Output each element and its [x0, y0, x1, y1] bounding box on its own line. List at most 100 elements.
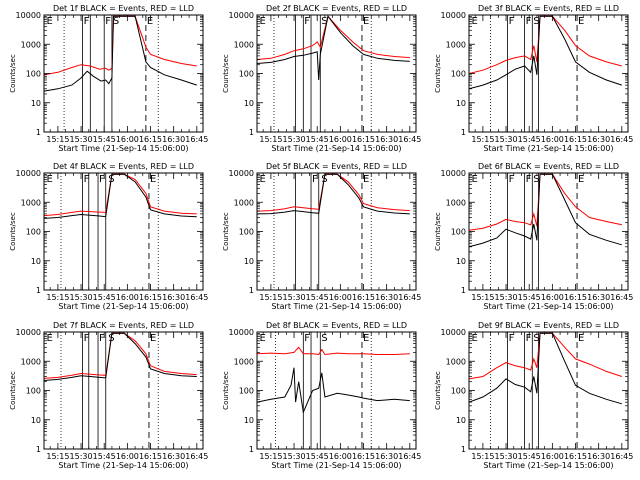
x-tick-label: 15:45 [518, 452, 541, 461]
x-tick-label: 16:00 [541, 135, 564, 144]
marker-label: F [304, 333, 310, 344]
marker-label: E [363, 16, 369, 27]
y-tick-label: 1000 [234, 198, 254, 207]
y-tick-label: 1000 [21, 198, 41, 207]
y-tick-label: 100 [451, 228, 466, 237]
y-tick-label: 1000 [446, 357, 466, 366]
plot-frame [256, 331, 417, 450]
plot-frame [468, 172, 629, 291]
x-tick-label: 16:15 [564, 135, 587, 144]
x-tick-label: 16:30 [375, 452, 398, 461]
x-tick-label: 15:30 [495, 135, 518, 144]
y-tick-label: 1 [36, 286, 41, 295]
x-tick-label: 16:45 [610, 452, 633, 461]
marker-label: S [113, 16, 119, 27]
y-tick-label: 10000 [16, 169, 41, 178]
x-tick-label: 16:15 [139, 135, 162, 144]
x-tick-label: 16:45 [185, 135, 208, 144]
y-tick-label: 100 [26, 70, 41, 79]
x-tick-label: 16:45 [398, 135, 421, 144]
x-axis-label: Start Time (21-Sep-14 15:06:00) [271, 302, 401, 311]
y-tick-label: 10 [244, 416, 254, 425]
x-tick-label: 16:15 [139, 452, 162, 461]
marker-label: E [578, 333, 584, 344]
series-events-line [257, 173, 410, 215]
y-axis-label: Counts/sec [434, 54, 442, 93]
marker-label: S [321, 16, 327, 27]
plot-frame [468, 14, 629, 133]
panel-title: Det 7f BLACK = Events, RED = LLD [53, 321, 194, 330]
x-tick-label: 16:30 [375, 135, 398, 144]
x-tick-label: 16:15 [352, 135, 375, 144]
marker-label: F [84, 16, 90, 27]
y-axis-label: Counts/sec [222, 371, 230, 410]
y-tick-label: 1 [36, 128, 41, 137]
marker-label: S [533, 174, 539, 185]
marker-lines [60, 173, 159, 290]
y-tick-label: 100 [239, 228, 254, 237]
marker-label: E [47, 174, 53, 185]
y-tick-label: 10 [31, 416, 41, 425]
marker-label: F [509, 333, 515, 344]
series-lld-line [44, 173, 197, 217]
y-tick-label: 100 [451, 387, 466, 396]
x-tick-label: 15:30 [283, 293, 306, 302]
x-tick-label: 15:15 [46, 135, 69, 144]
marker-lines [490, 332, 578, 449]
x-tick-label: 15:15 [259, 135, 282, 144]
marker-label: E [578, 16, 584, 27]
y-tick-label: 10 [31, 257, 41, 266]
y-tick-label: 1000 [234, 40, 254, 49]
x-tick-label: 16:00 [116, 452, 139, 461]
marker-label: E [363, 174, 369, 185]
series-events-line [44, 173, 197, 219]
x-tick-label: 15:15 [471, 293, 494, 302]
y-tick-label: 100 [451, 70, 466, 79]
plot-frame [43, 172, 204, 291]
x-tick-label: 15:15 [259, 452, 282, 461]
x-tick-label: 15:30 [70, 135, 93, 144]
series-events-line [469, 173, 622, 248]
x-axis-label: Start Time (21-Sep-14 15:06:00) [271, 144, 401, 153]
marker-label: E [472, 174, 478, 185]
series-events-line [257, 15, 410, 81]
x-tick-label: 16:30 [162, 135, 185, 144]
x-tick-label: 15:45 [93, 135, 116, 144]
y-axis-label: Counts/sec [434, 371, 442, 410]
x-tick-label: 16:45 [610, 135, 633, 144]
marker-lines [275, 332, 372, 449]
marker-label: F [304, 16, 310, 27]
marker-lines [60, 332, 159, 449]
marker-label: S [533, 16, 539, 27]
x-tick-label: 15:15 [471, 135, 494, 144]
y-tick-label: 1 [249, 286, 254, 295]
panel-title: Det 5f BLACK = Events, RED = LLD [266, 162, 407, 171]
y-tick-label: 1 [461, 445, 466, 454]
series-events-line [44, 332, 197, 381]
series-lld-line [257, 173, 410, 212]
x-tick-label: 15:45 [306, 135, 329, 144]
y-axis-label: Counts/sec [9, 212, 17, 251]
y-axis-label: Counts/sec [222, 212, 230, 251]
marker-label: F [84, 174, 90, 185]
series-lld-line [44, 15, 197, 76]
series-lld-line [469, 173, 622, 231]
x-tick-label: 16:00 [329, 293, 352, 302]
x-tick-label: 16:30 [587, 135, 610, 144]
x-axis-label: Start Time (21-Sep-14 15:06:00) [58, 144, 188, 153]
y-tick-label: 100 [26, 387, 41, 396]
y-tick-label: 100 [239, 387, 254, 396]
x-tick-label: 16:00 [329, 452, 352, 461]
y-tick-label: 1000 [446, 198, 466, 207]
panel-title: Det 1f BLACK = Events, RED = LLD [53, 4, 194, 13]
marker-label: F [526, 333, 532, 344]
y-tick-label: 1000 [446, 40, 466, 49]
marker-label: F [312, 174, 318, 185]
marker-label: E [260, 174, 266, 185]
